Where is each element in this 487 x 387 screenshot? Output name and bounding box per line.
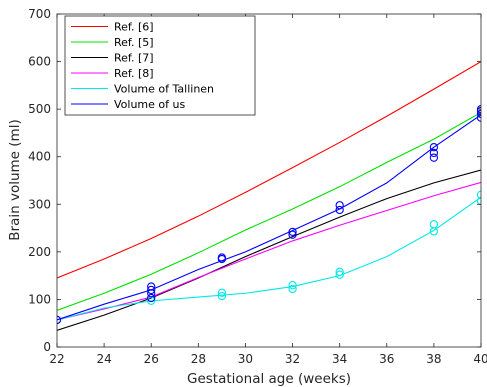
y-axis-label: Brain volume (ml)	[7, 119, 23, 240]
data-point-volume-of-tallinen	[335, 267, 344, 276]
x-tick-label: 26	[144, 352, 159, 366]
y-tick-label: 0	[43, 340, 51, 354]
legend: Ref. [6] Ref. [5] Ref. [7] Ref. [8] Volume o…	[64, 15, 256, 116]
axes-frame	[56, 13, 482, 348]
data-point-volume-of-us	[147, 293, 156, 303]
data-point-volume-of-tallinen	[288, 281, 297, 290]
x-tick-label: 34	[332, 352, 347, 366]
data-point-volume-of-us	[288, 230, 297, 239]
data-point-volume-of-us	[335, 205, 344, 215]
series-line-volume-of-tallinen	[57, 196, 481, 321]
legend-label-ref-7: Ref. [7]	[114, 52, 154, 65]
x-tick-label: 30	[238, 352, 253, 366]
data-point-volume-of-tallinen	[288, 284, 297, 294]
y-tick-label: 100	[28, 292, 51, 306]
x-tick-label: 24	[96, 352, 111, 366]
legend-label-volume-of-tallinen: Volume of Tallinen	[114, 83, 214, 96]
x-tick-label: 38	[426, 352, 441, 366]
data-point-volume-of-tallinen	[429, 220, 439, 229]
legend-label-ref-6: Ref. [6]	[114, 21, 154, 34]
legend-box	[64, 15, 256, 116]
x-tick-label: 28	[191, 352, 206, 366]
x-tick-label: 22	[49, 352, 64, 366]
x-tick-label: 40	[473, 352, 487, 366]
y-tick-label: 500	[28, 102, 51, 116]
data-point-volume-of-tallinen	[217, 291, 227, 301]
data-point-volume-of-us	[429, 153, 439, 162]
data-point-volume-of-tallinen	[217, 288, 227, 297]
data-point-volume-of-us	[147, 285, 156, 295]
y-tick-label: 400	[28, 150, 51, 164]
data-point-volume-of-us	[429, 148, 439, 158]
legend-label-ref-5: Ref. [5]	[114, 36, 154, 49]
data-point-volume-of-us	[429, 143, 439, 152]
series-line-ref-8	[57, 181, 481, 321]
x-axis-label: Gestational age (weeks)	[187, 371, 351, 387]
x-tick-label: 32	[285, 352, 300, 366]
legend-label-ref-8: Ref. [8]	[114, 67, 154, 80]
y-tick-label: 300	[28, 197, 51, 211]
axes-layer: 22 24 26 28 30 32 34 36 38 4001002003004005006007…	[28, 7, 487, 366]
data-point-volume-of-us	[147, 282, 156, 291]
data-point-volume-of-us	[217, 253, 227, 262]
data-point-volume-of-us	[288, 227, 297, 237]
series-line-ref-7	[57, 169, 481, 331]
y-tick-label: 700	[28, 7, 51, 21]
y-tick-label: 600	[28, 55, 51, 69]
series-line-ref-6	[57, 61, 481, 279]
series-line-ref-5	[57, 111, 481, 311]
x-tick-label: 36	[379, 352, 394, 366]
y-tick-label: 200	[28, 245, 51, 259]
legend-label-volume-of-us: Volume of us	[114, 98, 185, 111]
series-line-volume-of-us	[57, 114, 481, 321]
data-point-volume-of-us	[335, 201, 344, 210]
data-point-volume-of-tallinen	[335, 270, 344, 279]
